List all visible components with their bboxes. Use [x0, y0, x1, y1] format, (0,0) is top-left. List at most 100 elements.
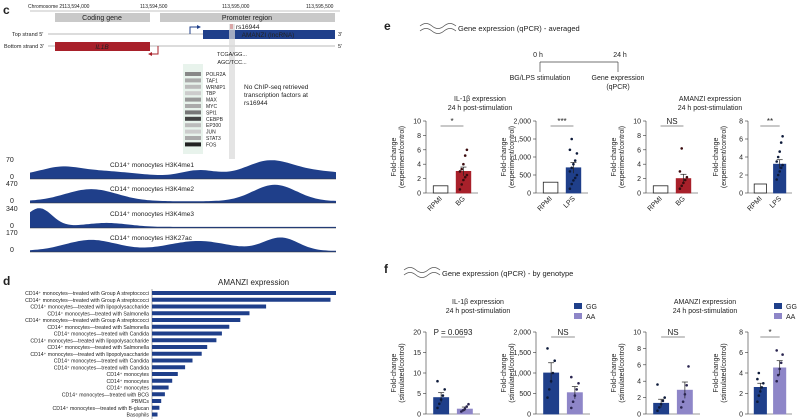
- f-amanzi-title-2: 24 h post-stimulation: [673, 308, 738, 315]
- panel-label-d: d: [3, 274, 10, 288]
- panel-d-bar: [152, 358, 193, 363]
- y-tick-label: 1,500: [513, 137, 531, 144]
- panel-d-row-label: CD14⁺ monocytes—treated with lipopolysac…: [30, 352, 149, 358]
- panel-d-bar: [152, 378, 173, 383]
- y-tick-label: 2: [637, 176, 641, 183]
- panel-d-row-label: CD14⁺ monocytes—treated with BCG: [62, 392, 149, 398]
- sequence-top: TCGA/GG...: [217, 52, 247, 58]
- y-axis-label-2: (experiment/control): [399, 126, 406, 188]
- tf-label: TAF1: [206, 78, 218, 84]
- tf-label: FOS: [206, 142, 217, 148]
- data-point: [658, 406, 661, 409]
- panel-d-bar: [152, 351, 202, 356]
- y-tick-label: 8: [637, 346, 641, 353]
- chip-track-name: CD14⁺ monocytes H3K4me1: [110, 162, 194, 169]
- top-strand-label: Top strand 5′: [12, 32, 43, 38]
- chip-track-zero: 0: [10, 174, 14, 181]
- x-tick-label: LPS: [563, 195, 578, 210]
- tf-label: POLR2A: [206, 72, 226, 78]
- panel-d-bar: [152, 365, 186, 370]
- panel-d-row-label: CD14⁺ monocytes: [106, 372, 149, 378]
- y-tick-label: 500: [519, 391, 531, 398]
- chip-track-signal: [30, 160, 336, 179]
- data-point: [570, 406, 573, 410]
- tf-bar: [185, 91, 201, 96]
- timepoint-24h: 24 h: [613, 52, 627, 59]
- y-tick-label: 2: [417, 176, 421, 183]
- tf-list: POLR2ATAF1WRNIP1TBPMAXMYCSPI1CEBPBEP300J…: [185, 72, 226, 148]
- data-point: [680, 184, 683, 188]
- legend-aa-swatch-2: [774, 313, 782, 319]
- data-point: [779, 166, 783, 170]
- data-point: [573, 159, 577, 162]
- data-point: [570, 166, 573, 170]
- e-il1b-title-1: IL-1β expression: [454, 96, 506, 103]
- x-tick-label: RPMI: [647, 195, 664, 212]
- data-point: [460, 183, 464, 186]
- y-axis-label-2: (experiment/control): [619, 126, 626, 188]
- tf-bar: [185, 136, 201, 140]
- data-point: [436, 379, 439, 383]
- y-tick-label: 10: [413, 371, 421, 378]
- amanzi-tss-arrowhead: [197, 25, 201, 29]
- panel-d-bar: [152, 412, 158, 417]
- data-point: [443, 388, 447, 391]
- tf-bar: [185, 104, 201, 108]
- data-point: [685, 175, 689, 179]
- panel-d-row-label: CD14⁺ monocytes—treated with Group A str…: [25, 298, 149, 304]
- data-point: [463, 154, 467, 157]
- y-tick-label: 0: [417, 412, 421, 419]
- y-tick-label: 2: [739, 173, 743, 180]
- no-chip-note-line-3: rs16944: [244, 100, 268, 107]
- data-point: [571, 400, 575, 404]
- y-axis-label: Fold-change: [501, 353, 508, 392]
- il1b-tss-arrow: [150, 46, 159, 55]
- panel-d-bar: [152, 304, 267, 309]
- panel-d-row-label: CD14⁺ monocytes—treated with lipopolysac…: [30, 338, 149, 344]
- legend-aa-2: AA: [786, 314, 796, 321]
- y-tick-label: 15: [413, 350, 421, 357]
- legend-gg-swatch: [574, 303, 582, 309]
- panel-d: d AMANZI expression CD14⁺ monocytes—trea…: [3, 274, 336, 419]
- data-point: [687, 365, 690, 368]
- expression-label-2: (qPCR): [606, 84, 629, 91]
- data-point: [659, 402, 663, 406]
- y-axis-label-2: (experiment/control): [721, 126, 728, 188]
- chip-track-max: 470: [6, 181, 18, 188]
- data-point: [458, 188, 462, 191]
- data-point: [678, 187, 682, 190]
- data-point: [438, 402, 441, 406]
- data-point: [663, 396, 666, 399]
- y-tick-label: 500: [519, 173, 531, 180]
- chip-track-name: CD14⁺ monocytes H3K27ac: [110, 235, 193, 242]
- chip-track-signal: [30, 237, 336, 252]
- coord-3: 113,595,500: [306, 4, 334, 10]
- data-point: [553, 359, 556, 363]
- data-point: [776, 373, 780, 377]
- y-tick-label: 4: [417, 162, 421, 169]
- y-tick-label: 0: [637, 191, 641, 198]
- no-chip-note-line-2: transcription factors at: [244, 92, 308, 99]
- rna-icon-f-2: [403, 272, 441, 278]
- panel-d-bar: [152, 399, 162, 403]
- data-point: [756, 377, 759, 381]
- panel-d-row-label: CD14⁺ monocytes—treated with Salmonella: [47, 311, 149, 317]
- data-point: [441, 394, 445, 397]
- data-point: [546, 396, 549, 399]
- data-point: [575, 173, 579, 177]
- panel-d-row-label: PBMCs: [131, 399, 149, 405]
- panel-f-header: Gene expression (qPCR) - by genotype: [442, 269, 573, 278]
- expression-label: Gene expression: [592, 75, 645, 82]
- y-axis-label-2: (stimulated/control): [721, 343, 728, 403]
- data-point: [573, 394, 577, 397]
- data-point: [577, 382, 580, 385]
- significance-label: P = 0.0693: [434, 328, 473, 337]
- amanzi-gene-label: AMANZI (lncRNA): [242, 32, 295, 39]
- panel-d-bar: [152, 318, 241, 322]
- tf-bar: [185, 110, 201, 115]
- significance-label: ***: [557, 117, 566, 126]
- y-tick-label: 4: [739, 155, 743, 162]
- significance-label: **: [767, 117, 773, 126]
- panel-d-row-label: CD14⁺ monocytes: [106, 379, 149, 385]
